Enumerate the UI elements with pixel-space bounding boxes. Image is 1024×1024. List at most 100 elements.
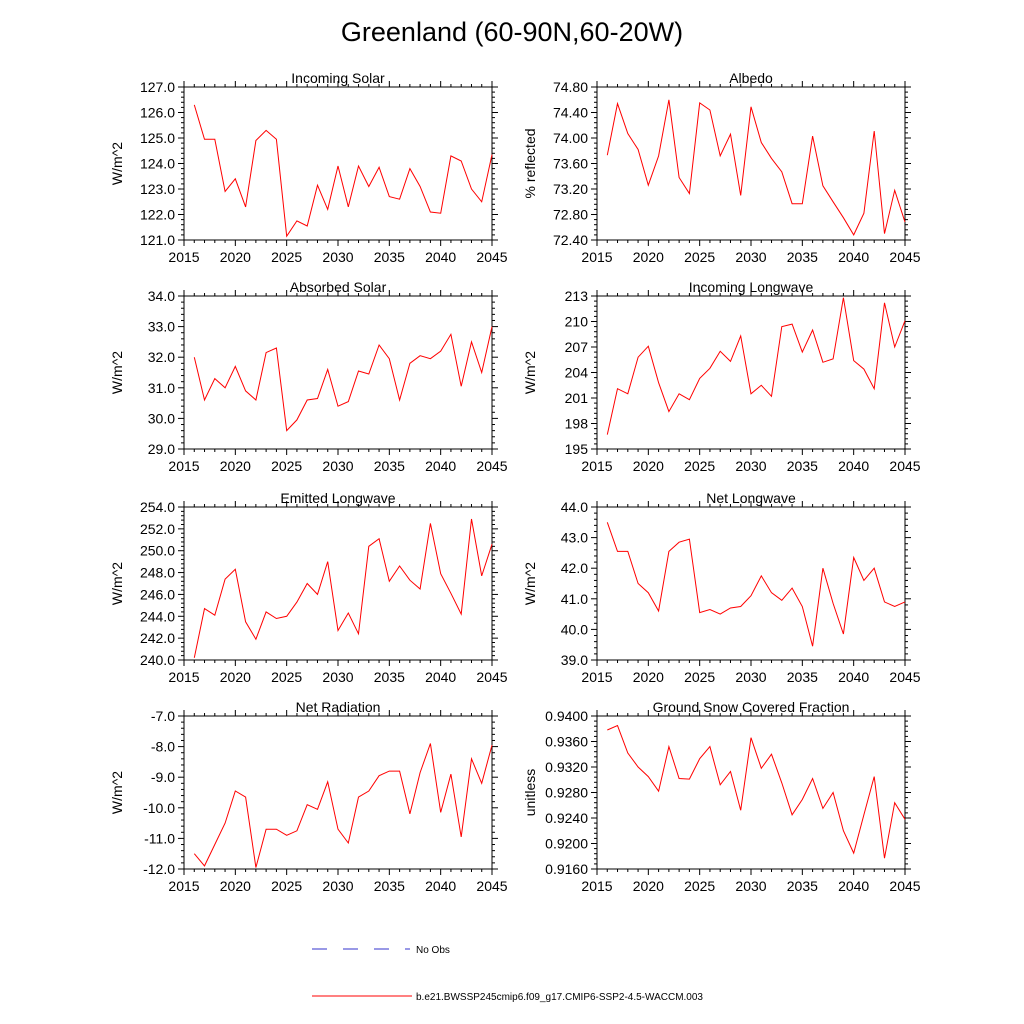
panel-emitted-longwave: Emitted Longwave W/m^2 2015 2020 2025 2030 203… — [109, 490, 508, 685]
panel-title: Net Longwave — [706, 490, 796, 506]
y-tick-label: -11.0 — [144, 830, 175, 846]
y-tick-label: 0.9360 — [545, 734, 588, 750]
series-line — [193, 518, 493, 658]
x-tick-label: 2015 — [168, 249, 199, 265]
panel-title: Net Radiation — [296, 699, 381, 715]
y-tick-label: 0.9240 — [545, 810, 588, 826]
x-tick-label: 2040 — [838, 878, 869, 894]
panel-title: Incoming Longwave — [689, 279, 814, 295]
x-tick-label: 2020 — [220, 458, 251, 474]
x-tick-label: 2040 — [425, 878, 456, 894]
x-tick-label: 2035 — [787, 458, 818, 474]
y-tick-label: 34.0 — [148, 288, 175, 304]
y-tick-label: 72.40 — [553, 232, 588, 248]
x-tick-label: 2035 — [374, 669, 405, 685]
y-tick-label: 195 — [565, 441, 589, 457]
series-line — [606, 99, 906, 236]
panel-ground-snow-covered-fraction: Ground Snow Covered Fraction unitless 2015… — [522, 699, 921, 894]
y-tick-label: 33.0 — [148, 319, 175, 335]
y-tick-label: 248.0 — [140, 565, 175, 581]
y-tick-label: 250.0 — [140, 543, 175, 559]
x-tick-label: 2015 — [581, 249, 612, 265]
panel-albedo: Albedo % reflected 2015 2020 2025 2030 2035 204… — [522, 70, 921, 265]
x-tick-label: 2025 — [684, 878, 715, 894]
y-tick-label: 198 — [565, 416, 589, 432]
x-tick-label: 2045 — [889, 249, 920, 265]
y-axis-label: W/m^2 — [109, 142, 125, 185]
panel-incoming-longwave: Incoming Longwave W/m^2 2015 2020 2025 2030 20… — [522, 279, 921, 474]
series-line — [193, 104, 493, 238]
y-axis-label: % reflected — [522, 128, 538, 198]
y-tick-label: 127.0 — [140, 79, 175, 95]
y-tick-label: 0.9320 — [545, 759, 588, 775]
x-tick-label: 2040 — [838, 669, 869, 685]
y-tick-label: 204 — [565, 365, 589, 381]
y-axis-label: W/m^2 — [109, 771, 125, 814]
x-tick-label: 2045 — [476, 458, 507, 474]
x-tick-label: 2025 — [271, 878, 302, 894]
y-tick-label: 0.9400 — [545, 708, 588, 724]
x-tick-label: 2045 — [889, 669, 920, 685]
x-tick-label: 2015 — [581, 669, 612, 685]
x-tick-label: 2045 — [889, 458, 920, 474]
panel-absorbed-solar: Absorbed Solar W/m^2 2015 2020 2025 2030 2035 2… — [109, 279, 508, 474]
y-tick-label: 72.80 — [553, 207, 588, 223]
y-tick-label: 43.0 — [561, 530, 588, 546]
y-tick-label: 30.0 — [148, 410, 175, 426]
y-tick-label: 73.20 — [553, 181, 588, 197]
x-tick-label: 2035 — [374, 878, 405, 894]
y-tick-label: 74.80 — [553, 79, 588, 95]
y-tick-label: 0.9200 — [545, 836, 588, 852]
x-tick-label: 2035 — [374, 249, 405, 265]
y-axis-label: W/m^2 — [109, 562, 125, 605]
x-tick-label: 2030 — [322, 458, 353, 474]
y-tick-label: 42.0 — [561, 560, 588, 576]
series-line — [606, 297, 906, 435]
x-tick-label: 2020 — [633, 669, 664, 685]
x-tick-label: 2035 — [787, 878, 818, 894]
y-tick-label: 44.0 — [561, 499, 588, 515]
y-tick-label: 31.0 — [148, 380, 175, 396]
y-tick-label: -7.0 — [151, 708, 175, 724]
x-tick-label: 2040 — [838, 458, 869, 474]
y-tick-label: 123.0 — [140, 181, 175, 197]
panel-net-radiation: Net Radiation W/m^2 2015 2020 2025 2030 2035 20… — [109, 699, 508, 894]
x-tick-label: 2020 — [633, 249, 664, 265]
x-tick-label: 2040 — [838, 249, 869, 265]
figure-title: Greenland (60-90N,60-20W) — [341, 17, 683, 47]
x-tick-label: 2015 — [168, 669, 199, 685]
x-tick-label: 2030 — [735, 878, 766, 894]
x-tick-label: 2035 — [374, 458, 405, 474]
x-tick-label: 2030 — [735, 458, 766, 474]
y-tick-label: 244.0 — [140, 608, 175, 624]
x-tick-label: 2040 — [425, 249, 456, 265]
plot-frame — [596, 506, 906, 661]
x-tick-label: 2045 — [889, 878, 920, 894]
y-axis-label: W/m^2 — [522, 351, 538, 394]
x-tick-label: 2030 — [322, 669, 353, 685]
x-tick-label: 2035 — [787, 669, 818, 685]
y-tick-label: 213 — [565, 288, 589, 304]
panel-title: Incoming Solar — [291, 70, 385, 86]
x-tick-label: 2030 — [322, 249, 353, 265]
x-tick-label: 2035 — [787, 249, 818, 265]
panel-title: Emitted Longwave — [280, 490, 395, 506]
y-tick-label: 0.9280 — [545, 785, 588, 801]
y-tick-label: 246.0 — [140, 586, 175, 602]
x-tick-label: 2020 — [220, 249, 251, 265]
y-tick-label: 240.0 — [140, 652, 175, 668]
x-tick-label: 2040 — [425, 669, 456, 685]
y-tick-label: 207 — [565, 339, 589, 355]
x-tick-label: 2015 — [581, 878, 612, 894]
x-tick-label: 2020 — [633, 878, 664, 894]
y-tick-label: 210 — [565, 314, 589, 330]
y-tick-label: 41.0 — [561, 591, 588, 607]
plot-frame — [183, 86, 493, 241]
series-line — [606, 522, 906, 647]
panel-title: Ground Snow Covered Fraction — [653, 699, 850, 715]
y-tick-label: 126.0 — [140, 105, 175, 121]
y-axis-label: unitless — [522, 769, 538, 816]
panel-incoming-solar: Incoming Solar W/m^2 2015 2020 2025 2030 2035 2… — [109, 70, 508, 265]
y-tick-label: 39.0 — [561, 652, 588, 668]
